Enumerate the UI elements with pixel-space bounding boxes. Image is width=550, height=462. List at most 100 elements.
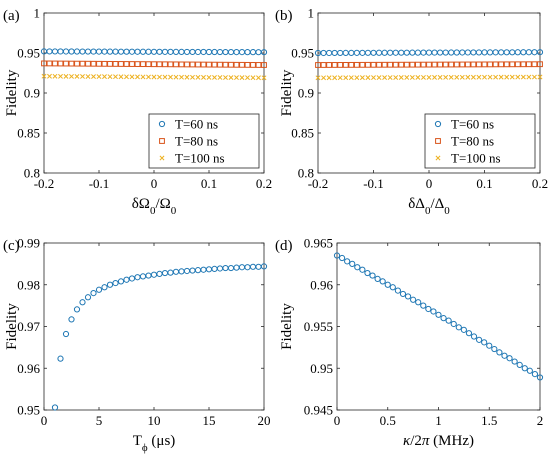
- data-point: [481, 339, 488, 346]
- series-1: [315, 61, 543, 68]
- data-point: [464, 49, 471, 56]
- data-point: [167, 269, 174, 276]
- data-point: [183, 48, 191, 56]
- x-tick-label: 0.1: [201, 176, 217, 191]
- data-point: [487, 74, 493, 80]
- data-point: [184, 61, 190, 68]
- legend-marker: [159, 138, 165, 144]
- series-1: [41, 60, 267, 68]
- data-point: [353, 49, 360, 56]
- data-point: [151, 74, 157, 80]
- data-point: [205, 48, 213, 56]
- legend-label: T=80 ns: [451, 134, 494, 149]
- y-tick-label: 0.85: [291, 126, 314, 141]
- data-point: [250, 62, 256, 68]
- data-point: [156, 270, 163, 277]
- data-point: [139, 48, 147, 55]
- data-point: [135, 74, 140, 80]
- data-point: [222, 48, 229, 56]
- data-point: [343, 75, 349, 81]
- x-tick-label: 0: [151, 176, 158, 191]
- data-point: [260, 263, 268, 270]
- data-point: [376, 75, 382, 81]
- data-point: [454, 74, 460, 80]
- data-point: [492, 49, 499, 56]
- data-point: [394, 287, 401, 294]
- series-0: [51, 263, 268, 411]
- data-point: [228, 61, 234, 68]
- data-point: [244, 61, 251, 68]
- data-point: [117, 48, 125, 55]
- data-point: [239, 75, 245, 81]
- series-0: [314, 49, 544, 57]
- data-point: [234, 75, 239, 81]
- data-point: [426, 61, 432, 68]
- y-tick-label: 0.95: [291, 46, 314, 61]
- data-point: [211, 48, 218, 56]
- data-point: [178, 268, 185, 275]
- data-point: [369, 272, 376, 279]
- axes-frame: [43, 242, 265, 411]
- x-tick-label: 0.2: [532, 176, 548, 191]
- data-point: [364, 49, 372, 56]
- data-point: [73, 306, 81, 313]
- data-point: [74, 73, 80, 79]
- data-point: [403, 61, 410, 68]
- data-point: [261, 62, 267, 68]
- data-point: [156, 61, 163, 68]
- x-tick-label: 0: [334, 413, 341, 428]
- data-point: [112, 279, 119, 287]
- data-point: [475, 49, 483, 56]
- data-point: [189, 267, 196, 274]
- data-point: [102, 74, 107, 80]
- data-point: [183, 267, 191, 275]
- data-point: [238, 264, 246, 271]
- data-point: [96, 74, 102, 80]
- panel-label: (b): [275, 8, 293, 24]
- data-point: [106, 48, 114, 55]
- data-point: [51, 404, 59, 411]
- data-point: [506, 355, 513, 362]
- data-point: [470, 74, 476, 80]
- series-0: [333, 252, 544, 381]
- data-point: [223, 75, 228, 80]
- data-point: [331, 62, 338, 68]
- data-point: [178, 61, 185, 68]
- data-point: [74, 60, 80, 67]
- data-point: [448, 49, 455, 56]
- data-point: [118, 74, 124, 80]
- data-point: [233, 61, 240, 68]
- data-point: [481, 49, 488, 56]
- data-point: [353, 61, 360, 68]
- y-tick-label: 0.98: [17, 277, 40, 292]
- data-point: [442, 61, 449, 68]
- data-point: [84, 48, 92, 55]
- data-point: [498, 74, 504, 80]
- data-point: [129, 61, 135, 67]
- y-tick-label: 0.965: [304, 236, 333, 251]
- data-point: [432, 74, 438, 80]
- data-point: [420, 74, 426, 80]
- data-point: [101, 48, 108, 55]
- data-point: [233, 264, 240, 271]
- data-point: [128, 48, 136, 55]
- data-point: [57, 60, 64, 67]
- data-point: [161, 269, 169, 277]
- data-point: [85, 60, 91, 67]
- data-point: [420, 49, 427, 56]
- data-point: [431, 49, 438, 56]
- data-point: [459, 61, 466, 68]
- data-point: [157, 74, 162, 80]
- data-point: [123, 48, 130, 55]
- data-point: [486, 49, 494, 56]
- data-point: [184, 74, 190, 80]
- data-point: [68, 48, 75, 55]
- y-tick-label: 0.945: [304, 403, 333, 418]
- data-point: [162, 74, 168, 80]
- legend-label: T=80 ns: [175, 134, 218, 149]
- data-point: [173, 61, 179, 68]
- data-point: [46, 60, 53, 67]
- data-point: [415, 61, 421, 68]
- axes-frame: [336, 242, 541, 411]
- data-point: [437, 49, 444, 56]
